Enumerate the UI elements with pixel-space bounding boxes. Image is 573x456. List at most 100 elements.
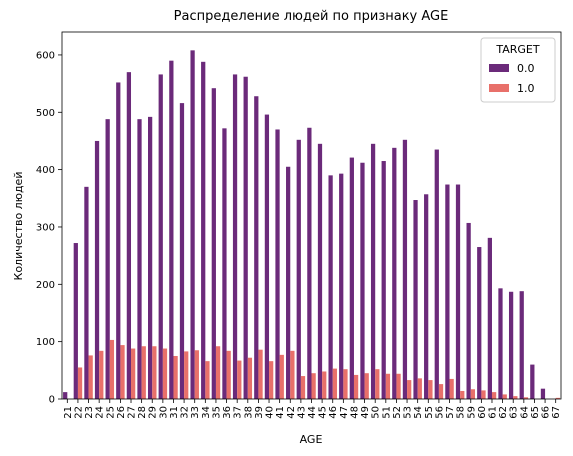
bar-target-1-0-age-43: [300, 376, 306, 399]
x-axis: 21 22 23 24 25 26 27 28 29 30 31 32 33 34 35 36 37 38 39 40…: [63, 399, 562, 419]
bar-target-1-0-age-47: [343, 369, 348, 399]
bar-target-1-0-age-46: [332, 368, 337, 399]
x-tick-label: 43: [296, 406, 307, 419]
bar-target-1-0-age-25: [109, 339, 115, 399]
bar-target-0-0-age-55: [424, 194, 429, 399]
y-tick-label: 500: [36, 108, 55, 119]
y-tick-label: 100: [36, 337, 55, 348]
bar-target-1-0-age-53: [407, 380, 412, 399]
x-tick-label: 26: [116, 406, 127, 419]
x-tick-label: 63: [509, 406, 520, 419]
bar-target-0-0-age-51: [381, 161, 386, 399]
x-tick-label: 56: [434, 406, 445, 419]
x-tick-label: 40: [265, 406, 276, 419]
legend-label-1-0: 1.0: [517, 82, 535, 95]
bar-target-1-0-age-28: [141, 346, 146, 399]
bar-target-1-0-age-29: [152, 346, 157, 399]
bar-target-0-0-age-59: [466, 222, 471, 399]
bar-target-0-0-age-28: [137, 119, 142, 399]
bar-target-1-0-age-30: [162, 348, 168, 399]
x-tick-label: 57: [445, 406, 456, 419]
bar-target-0-0-age-42: [286, 166, 291, 399]
bar-target-1-0-age-40: [269, 361, 274, 399]
bar-target-0-0-age-26: [116, 82, 121, 400]
x-tick-label: 24: [95, 406, 106, 419]
bar-target-0-0-age-30: [158, 74, 163, 400]
y-tick-label: 200: [36, 280, 55, 291]
y-tick-label: 0: [49, 395, 55, 406]
x-tick-label: 51: [381, 406, 392, 419]
x-tick-label: 64: [519, 406, 530, 419]
x-tick-label: 55: [424, 406, 435, 419]
x-tick-label: 44: [307, 406, 318, 419]
bar-target-1-0-age-33: [194, 350, 199, 399]
bar-target-0-0-age-22: [73, 243, 78, 399]
bar-target-0-0-age-43: [296, 139, 301, 399]
bar-target-0-0-age-48: [349, 157, 354, 399]
bars-layer: [63, 50, 560, 400]
bar-target-1-0-age-63: [513, 396, 518, 399]
x-tick-label: 48: [349, 406, 360, 419]
bar-target-0-0-age-21: [63, 392, 68, 399]
x-tick-label: 62: [498, 406, 509, 419]
bar-target-1-0-age-51: [385, 373, 391, 399]
bar-target-0-0-age-53: [402, 139, 408, 399]
bar-target-0-0-age-44: [307, 127, 312, 399]
x-tick-label: 30: [158, 406, 169, 419]
bar-target-1-0-age-67: [555, 397, 560, 399]
x-tick-label: 61: [487, 406, 498, 419]
bar-target-1-0-age-64: [523, 397, 529, 399]
bar-target-1-0-age-34: [205, 361, 210, 399]
bar-target-1-0-age-56: [438, 384, 444, 399]
bar-target-0-0-age-56: [434, 149, 439, 399]
bar-target-1-0-age-23: [88, 355, 93, 399]
x-tick-label: 38: [243, 406, 254, 419]
bar-target-0-0-age-25: [105, 119, 110, 399]
bar-target-0-0-age-32: [179, 103, 185, 400]
x-tick-label: 60: [477, 406, 488, 419]
x-tick-label: 47: [339, 406, 350, 419]
x-tick-label: 27: [127, 406, 138, 419]
x-axis-label: AGE: [300, 433, 323, 446]
bar-target-1-0-age-55: [428, 380, 433, 399]
bar-target-0-0-age-41: [275, 129, 280, 400]
x-tick-label: 53: [403, 406, 414, 419]
x-tick-label: 66: [541, 406, 552, 419]
bar-target-1-0-age-52: [396, 373, 401, 399]
x-tick-label: 42: [286, 406, 297, 419]
x-tick-label: 59: [466, 406, 477, 419]
bar-target-0-0-age-61: [487, 237, 492, 399]
y-axis-label: Количество людей: [12, 172, 25, 281]
y-tick-label: 400: [36, 165, 55, 176]
bar-target-1-0-age-57: [449, 378, 454, 399]
bar-target-1-0-age-32: [184, 351, 189, 399]
bar-target-0-0-age-63: [508, 291, 514, 399]
x-tick-label: 39: [254, 406, 265, 419]
bar-target-1-0-age-62: [502, 394, 507, 399]
bar-target-1-0-age-22: [77, 367, 83, 399]
bar-target-1-0-age-39: [258, 349, 263, 399]
bar-target-1-0-age-58: [460, 390, 465, 399]
y-tick-label: 600: [36, 50, 55, 61]
x-tick-label: 65: [530, 406, 541, 419]
bar-target-0-0-age-62: [498, 288, 503, 399]
bar-target-0-0-age-46: [328, 175, 333, 399]
bar-target-1-0-age-50: [375, 369, 380, 399]
bar-target-1-0-age-35: [215, 346, 221, 399]
x-tick-label: 29: [148, 406, 159, 419]
bar-target-0-0-age-58: [455, 184, 461, 399]
bar-target-0-0-age-50: [370, 143, 376, 399]
bar-target-1-0-age-38: [247, 357, 253, 399]
y-axis: 0 100 200 300 400 500 600: [36, 50, 62, 406]
x-tick-label: 32: [180, 406, 191, 419]
bar-target-1-0-age-44: [311, 373, 316, 399]
x-tick-label: 31: [169, 406, 180, 419]
x-tick-label: 49: [360, 406, 371, 419]
legend-label-0-0: 0.0: [517, 62, 535, 75]
x-tick-label: 21: [63, 406, 74, 419]
y-tick-label: 300: [36, 222, 55, 233]
bar-target-0-0-age-40: [264, 114, 270, 399]
bar-target-1-0-age-37: [237, 360, 242, 399]
bar-target-0-0-age-37: [232, 74, 238, 400]
bar-target-1-0-age-48: [353, 374, 359, 399]
